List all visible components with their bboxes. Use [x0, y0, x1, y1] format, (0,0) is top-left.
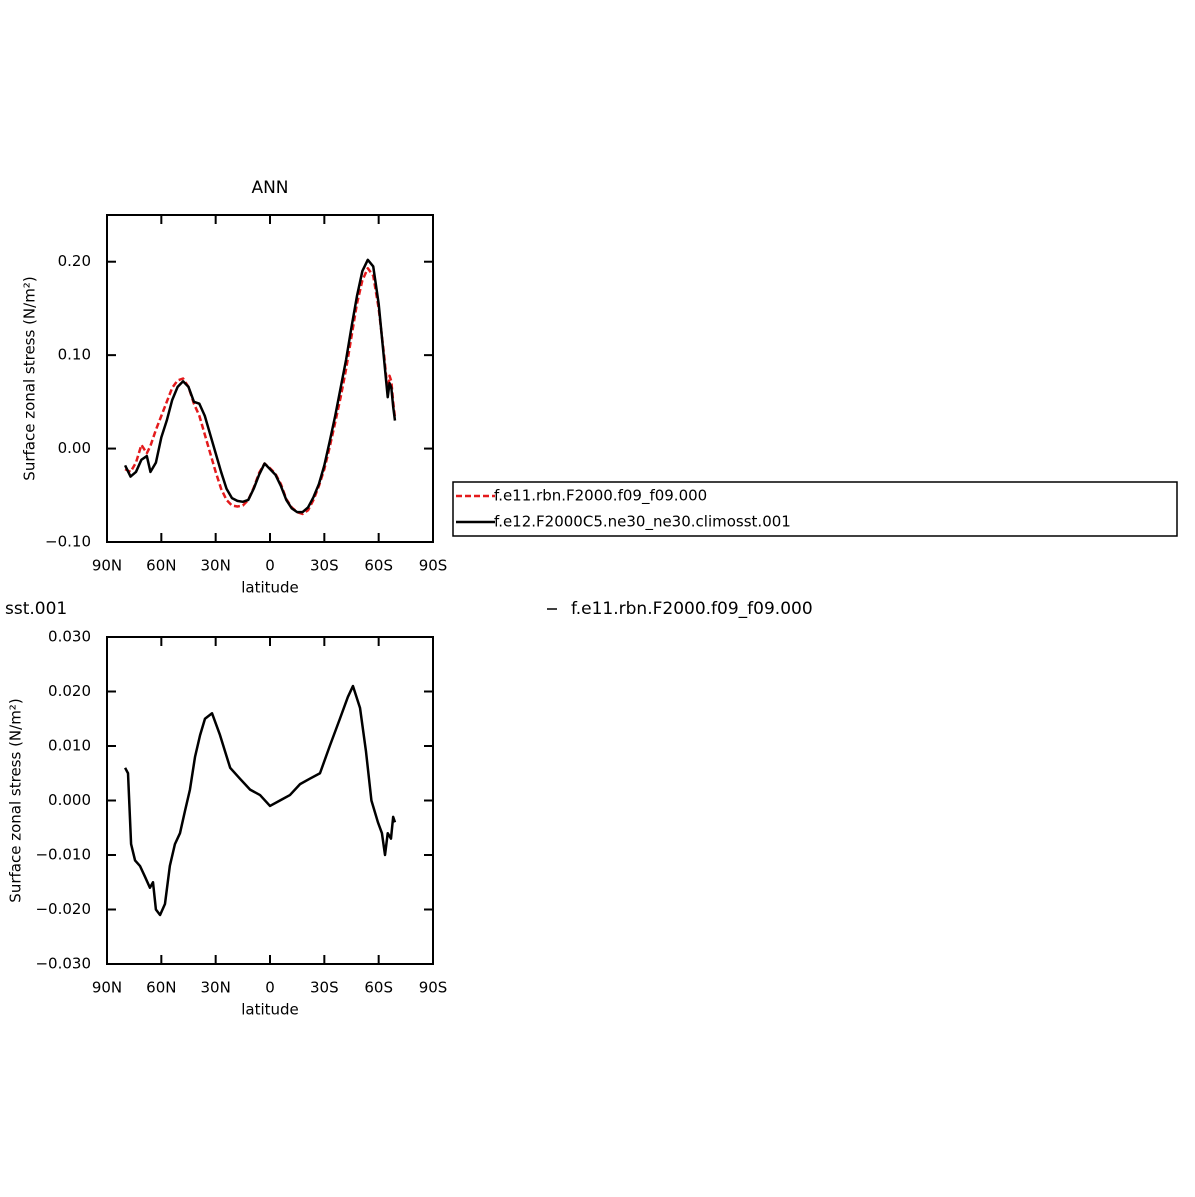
x-tick-label: 90N: [92, 557, 122, 575]
y-axis-label: Surface zonal stress (N/m²): [7, 698, 25, 902]
y-axis-label: Surface zonal stress (N/m²): [21, 276, 39, 480]
x-tick-label: 0: [265, 979, 275, 997]
x-tick-label: 30N: [201, 979, 231, 997]
x-tick-label: 60S: [364, 979, 393, 997]
y-tick-label: −0.010: [35, 846, 91, 864]
x-tick-label: 30N: [201, 557, 231, 575]
x-tick-label: 0: [265, 557, 275, 575]
chart-title: ANN: [251, 178, 288, 198]
x-tick-label: 30S: [310, 557, 339, 575]
plot-frame: [106, 214, 434, 543]
x-tick-label: 90S: [419, 979, 448, 997]
y-tick-label: 0.10: [58, 346, 91, 364]
y-tick-label: 0.030: [48, 628, 91, 646]
chart-title: sst.001: [5, 599, 67, 619]
x-tick-label: 90S: [419, 557, 448, 575]
y-tick-label: 0.20: [58, 252, 91, 270]
x-tick-label: 60S: [364, 557, 393, 575]
chart-subtitle: f.e11.rbn.F2000.f09_f09.000: [571, 599, 813, 619]
x-axis-label: latitude: [241, 579, 299, 597]
series-line: [124, 684, 397, 917]
x-axis-label: latitude: [241, 1001, 299, 1019]
y-tick-label: −0.030: [35, 955, 91, 973]
series-line: [123, 258, 397, 514]
y-tick-label: −0.020: [35, 900, 91, 918]
y-tick-label: −0.10: [45, 533, 91, 551]
x-tick-label: 90N: [92, 979, 122, 997]
x-tick-label: 60N: [146, 979, 176, 997]
legend-label: f.e12.F2000C5.ne30_ne30.climosst.001: [494, 513, 791, 532]
x-tick-label: 30S: [310, 979, 339, 997]
y-tick-label: 0.00: [58, 439, 91, 457]
plot-frame: [106, 636, 434, 965]
y-tick-label: 0.020: [48, 682, 91, 700]
x-tick-label: 60N: [146, 557, 176, 575]
y-tick-label: 0.010: [48, 737, 91, 755]
legend-box: [452, 481, 1178, 537]
series-line: [124, 267, 397, 516]
y-tick-label: 0.000: [48, 791, 91, 809]
legend-label: f.e11.rbn.F2000.f09_f09.000: [494, 487, 707, 506]
